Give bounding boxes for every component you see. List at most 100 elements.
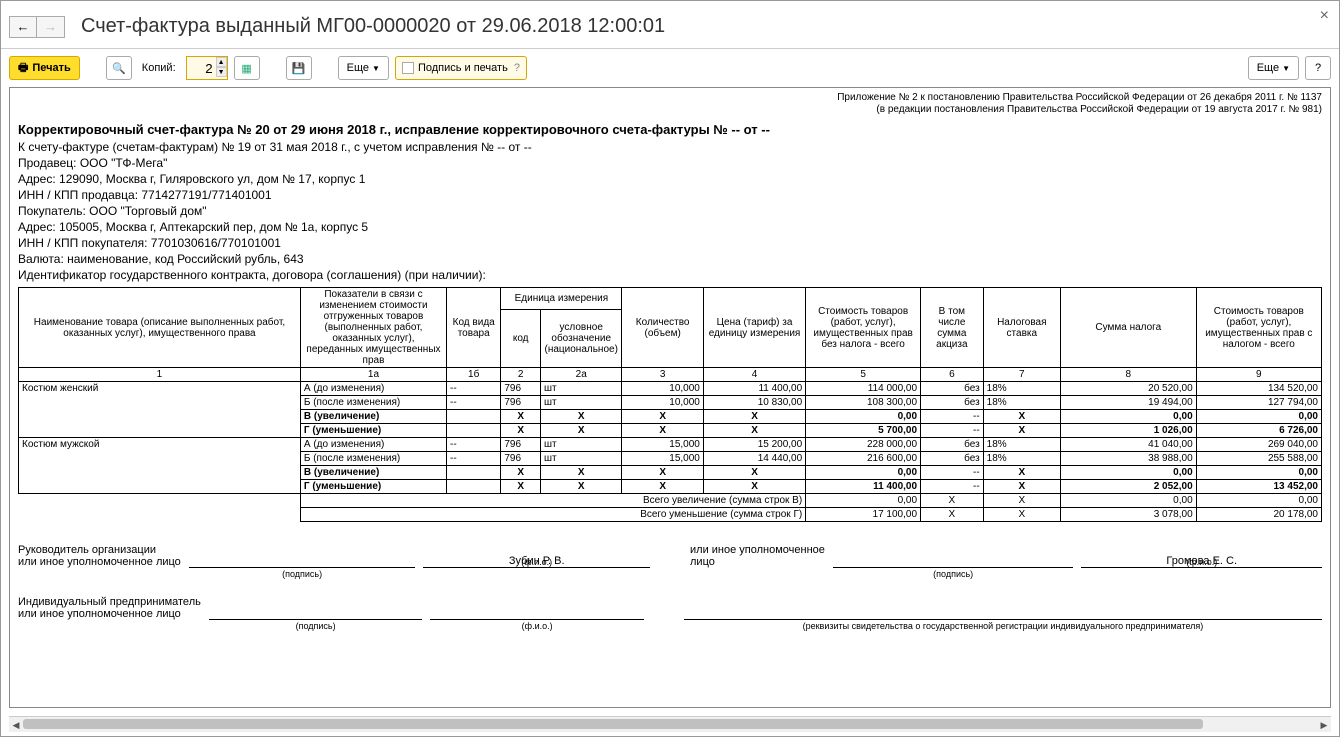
copies-down-icon[interactable]: ▼ [216,67,227,77]
sig-hint: (ф.и.о.) [430,621,644,631]
buyer-address: Адрес: 105005, Москва г, Аптекарский пер… [18,219,1322,235]
cell: 0,00 [1196,410,1321,424]
scroll-left-icon[interactable]: ◀ [9,717,23,733]
toolbar: 🖶 Печать 🔍 Копий: ▲▼ ▦ 💾 Еще▼ Подпись и … [1,49,1339,87]
cell: 0,00 [1060,494,1196,508]
cell: 228 000,00 [806,438,921,452]
cell: -- [447,396,501,410]
cell: Х [622,410,703,424]
item-name: Костюм женский [19,382,301,438]
annex-line2: (в редакции постановления Правительства … [18,104,1322,116]
app-window: ← → Счет-фактура выданный МГ00-0000020 о… [0,0,1340,737]
row-label: Б (после изменения) [300,396,446,410]
cell: 20 178,00 [1196,508,1321,522]
buyer-inn: ИНН / КПП покупателя: 7701030616/7701010… [18,235,1322,251]
help-icon[interactable]: ? [514,62,520,74]
help-button[interactable]: ? [1305,56,1331,80]
cell: 0,00 [806,410,921,424]
cell: 14 440,00 [703,452,805,466]
cell: 255 588,00 [1196,452,1321,466]
cell: шт [541,452,622,466]
colnum: 9 [1196,368,1321,382]
horizontal-scrollbar[interactable]: ◀ ▶ [9,716,1331,732]
cell: Х [703,410,805,424]
cell: 0,00 [1196,494,1321,508]
print-button[interactable]: 🖶 Печать [9,56,80,80]
cell: Х [622,424,703,438]
cell: 5 700,00 [806,424,921,438]
cell: 796 [501,438,541,452]
chevron-down-icon: ▼ [1282,64,1290,73]
sign-stamp-button[interactable]: Подпись и печать ? [395,56,527,80]
cell: 15 200,00 [703,438,805,452]
colnum: 2а [541,368,622,382]
signatures-row2: Индивидуальный предприниматель или иное … [18,596,1322,620]
sign-label: Подпись и печать [418,62,508,74]
th-excise: В том числе сумма акциза [921,288,984,368]
colnum: 4 [703,368,805,382]
cell: -- [921,410,984,424]
cell: -- [921,480,984,494]
seller-inn: ИНН / КПП продавца: 7714277191/771401001 [18,187,1322,203]
copies-stepper[interactable]: ▲▼ [186,56,228,80]
cell: без [921,438,984,452]
cell: 10 830,00 [703,396,805,410]
cell: 15,000 [622,452,703,466]
more-label: Еще [347,62,369,74]
cell: Х [501,410,541,424]
preview-icon: 🔍 [112,62,126,75]
grid-button[interactable]: ▦ [234,56,260,80]
cell: Х [983,480,1060,494]
cell: 0,00 [806,466,921,480]
more-button-2[interactable]: Еще▼ [1248,56,1299,80]
sig-hint: (ф.и.о.) [1081,557,1322,567]
sig-right-label: или иное уполномоченное лицо [690,544,825,568]
cell [447,480,501,494]
annex-line1: Приложение № 2 к постановлению Правитель… [18,92,1322,104]
row-label: Г (уменьшение) [300,480,446,494]
row-label: Б (после изменения) [300,452,446,466]
th-price: Цена (тариф) за единицу измерения [703,288,805,368]
scroll-right-icon[interactable]: ▶ [1317,717,1331,733]
cell: 38 988,00 [1060,452,1196,466]
sig-left-label: Руководитель организации или иное уполно… [18,544,181,568]
back-button[interactable]: ← [9,16,37,38]
colnum: 8 [1060,368,1196,382]
cell: 10,000 [622,382,703,396]
cell: Х [703,424,805,438]
cell [447,466,501,480]
total-label: Всего увеличение (сумма строк В) [300,494,805,508]
cell: шт [541,396,622,410]
total-label: Всего уменьшение (сумма строк Г) [300,508,805,522]
th-qty: Количество (объем) [622,288,703,368]
sig-hint: (подпись) [209,621,423,631]
cell: 134 520,00 [1196,382,1321,396]
forward-button[interactable]: → [37,16,65,38]
cell: Х [541,424,622,438]
annex-text: Приложение № 2 к постановлению Правитель… [18,92,1322,116]
cell: 3 078,00 [1060,508,1196,522]
sig-hint: (подпись) [833,569,1074,579]
cell: 11 400,00 [703,382,805,396]
th-unit: Единица измерения [501,288,622,310]
cell: 10,000 [622,396,703,410]
more-button-1[interactable]: Еще▼ [338,56,389,80]
cell: -- [447,438,501,452]
scroll-thumb[interactable] [23,719,1203,729]
sig-line-podpis: (подпись) [833,567,1074,568]
preview-button[interactable]: 🔍 [106,56,132,80]
save-button[interactable]: 💾 [286,56,312,80]
cell: Х [983,494,1060,508]
cell: 127 794,00 [1196,396,1321,410]
copies-up-icon[interactable]: ▲ [216,57,227,67]
cell: 6 726,00 [1196,424,1321,438]
cell: 18% [983,382,1060,396]
close-icon[interactable]: × [1320,7,1329,25]
colnum: 2 [501,368,541,382]
cell: без [921,382,984,396]
colnum: 1 [19,368,301,382]
save-icon: 💾 [292,62,306,75]
cell: 18% [983,452,1060,466]
sign-checkbox[interactable] [402,62,414,74]
grid-icon: ▦ [241,62,251,75]
